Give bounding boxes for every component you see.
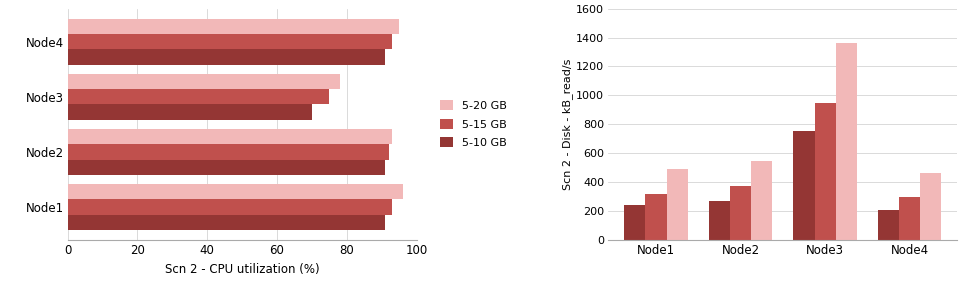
Bar bbox=[68, 74, 339, 89]
Bar bbox=[814, 103, 835, 240]
Legend: 5-20 GB, 5-15 GB, 5-10 GB: 5-20 GB, 5-15 GB, 5-10 GB bbox=[440, 100, 507, 148]
Bar bbox=[666, 169, 688, 240]
Bar bbox=[68, 104, 312, 120]
X-axis label: Scn 2 - CPU utilization (%): Scn 2 - CPU utilization (%) bbox=[164, 263, 319, 276]
Bar bbox=[68, 49, 385, 65]
Bar bbox=[68, 144, 389, 160]
Bar bbox=[68, 160, 385, 175]
Bar bbox=[835, 43, 857, 240]
Bar bbox=[899, 197, 921, 240]
Bar bbox=[921, 173, 942, 240]
Bar bbox=[68, 184, 402, 199]
Bar bbox=[68, 89, 330, 104]
Bar bbox=[645, 194, 666, 240]
Bar bbox=[68, 18, 399, 34]
Bar bbox=[68, 34, 393, 49]
Bar bbox=[625, 205, 645, 240]
Bar bbox=[794, 131, 814, 240]
Bar bbox=[68, 214, 385, 230]
Y-axis label: Scn 2 - Disk - kB_read/s: Scn 2 - Disk - kB_read/s bbox=[563, 59, 573, 190]
Bar bbox=[730, 186, 751, 240]
Bar bbox=[68, 129, 393, 144]
Bar bbox=[709, 201, 730, 240]
Bar bbox=[68, 199, 393, 214]
Bar bbox=[878, 210, 899, 240]
Bar bbox=[751, 161, 773, 240]
